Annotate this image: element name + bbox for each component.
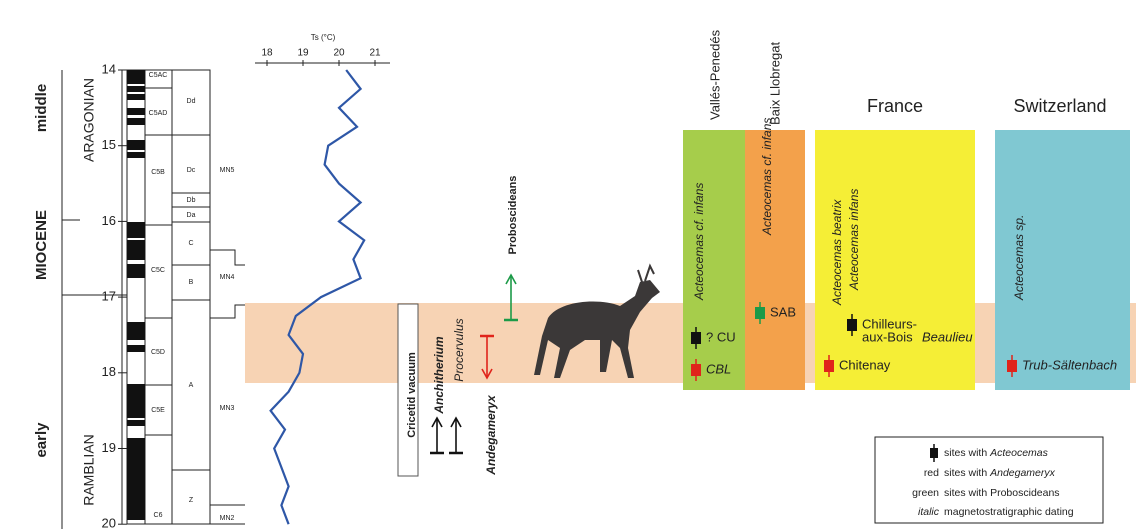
y-tick-label: 20 [102, 516, 116, 529]
polarity-block [127, 70, 145, 84]
site-label: Chitenay [839, 357, 891, 372]
legend-text: magnetostratigraphic dating [944, 506, 1074, 518]
taxon-label: Acteocemas sp. [1012, 215, 1026, 301]
stage-label: RAMBLIAN [81, 434, 97, 506]
subzone-label: A [189, 382, 194, 389]
legend-text: sites with Proboscideans [944, 487, 1060, 499]
figure: 14 15 16 17 18 19 20 MIOCENE middle early ARAGONIA… [0, 0, 1136, 529]
y-tick-label: 17 [102, 289, 116, 304]
subepoch-label: middle [33, 84, 50, 132]
legend-text: sites with [944, 467, 987, 479]
chron-label: C5AD [149, 110, 168, 117]
mn-column [210, 70, 245, 524]
y-tick-label: 19 [102, 440, 116, 455]
subepoch-label: early [33, 422, 50, 458]
stage-label: ARAGONIAN [81, 78, 97, 162]
site-label: aux-Bois [862, 329, 913, 344]
mn-label: MN2 [220, 515, 235, 522]
subzone-label: Dc [187, 167, 196, 174]
mn-label: MN4 [220, 274, 235, 281]
temperature-curve [271, 70, 365, 524]
axis-title: Ts (°C) [311, 33, 336, 42]
site-marker [691, 332, 701, 344]
taxon-label: Acteocemas beatrix [830, 199, 844, 306]
polarity-block [127, 384, 145, 418]
event-label: Proboscideans [507, 176, 519, 255]
event-label: Anchitherium [432, 336, 446, 415]
region-name: France [867, 96, 923, 116]
region-name: Baix Llobregat [767, 42, 782, 125]
event-label: Procervulus [452, 318, 466, 381]
site-marker [824, 360, 834, 372]
site-label: SAB [770, 304, 796, 319]
polarity-block [127, 140, 145, 150]
antler [638, 266, 654, 282]
polarity-block [127, 118, 145, 125]
subzone-label: Z [189, 497, 194, 504]
polarity-block [127, 322, 145, 340]
region-box [745, 130, 805, 390]
legend-key: green [912, 487, 939, 499]
y-tick-label: 18 [102, 364, 116, 379]
legend-text: sites with Andegameryx [944, 467, 1056, 479]
polarity-block [127, 438, 145, 520]
y-tick-label: 15 [102, 137, 116, 152]
chron-label: C6 [154, 512, 163, 519]
mn-label: MN5 [220, 167, 235, 174]
chron-label: C5B [151, 169, 165, 176]
site-marker [691, 364, 701, 376]
legend-text: magnetostratigraphic dating [944, 506, 1074, 518]
region-name: Vallés-Penedés [707, 29, 722, 120]
polarity-block [127, 240, 145, 260]
taxon-label: Acteocemas cf. infans [692, 183, 706, 301]
y-tick-label: 16 [102, 213, 116, 228]
site-marker [847, 319, 857, 331]
x-tick-label: 21 [369, 48, 381, 59]
chron-label: C5C [151, 267, 165, 274]
taxon-label: Acteocemas infans [847, 189, 861, 291]
legend-taxon: Andegameryx [989, 467, 1056, 479]
polarity-block [127, 420, 145, 426]
legend-taxon: Acteocemas [989, 447, 1049, 459]
site-label: ? CU [706, 329, 736, 344]
subzone-label: Da [187, 212, 196, 219]
polarity-block [127, 264, 145, 278]
polarity-block [127, 152, 145, 158]
site-marker [1007, 360, 1017, 372]
legend-key: red [924, 467, 939, 479]
mn-label: MN3 [220, 405, 235, 412]
region-name: Switzerland [1013, 96, 1106, 116]
polarity-block [127, 108, 145, 115]
subzone-label: Db [187, 197, 196, 204]
chron-label: C5E [151, 407, 165, 414]
x-tick-label: 19 [297, 48, 309, 59]
site-label: CBL [706, 361, 731, 376]
event-label: Andegameryx [484, 394, 498, 476]
polarity-block [127, 94, 145, 100]
taxon-label: Acteocemas cf. infans [760, 118, 774, 236]
legend-text: sites with Acteocemas [944, 447, 1049, 459]
polarity-block [127, 345, 145, 352]
event-label: Cricetid vacuum [406, 352, 418, 438]
site-marker [755, 307, 765, 319]
epoch-label: MIOCENE [33, 210, 50, 280]
legend-text: sites with Proboscideans [944, 487, 1060, 499]
subzone-column [172, 70, 210, 524]
subzone-label: B [189, 279, 194, 286]
legend-text: sites with [944, 447, 987, 459]
chron-column [145, 70, 172, 524]
y-tick-label: 14 [102, 61, 116, 76]
polarity-block [127, 86, 145, 92]
subzone-label: C [188, 240, 193, 247]
legend-marker [930, 448, 938, 458]
site-label: Trub-Sältenbach [1022, 357, 1117, 372]
x-tick-label: 20 [333, 48, 345, 59]
site-label: Beaulieu [922, 329, 973, 344]
chron-label: C5AC [149, 72, 168, 79]
subzone-label: Dd [187, 98, 196, 105]
x-tick-label: 18 [261, 48, 273, 59]
polarity-block [127, 222, 145, 238]
legend-key: italic [918, 506, 940, 518]
chron-label: C5D [151, 349, 165, 356]
